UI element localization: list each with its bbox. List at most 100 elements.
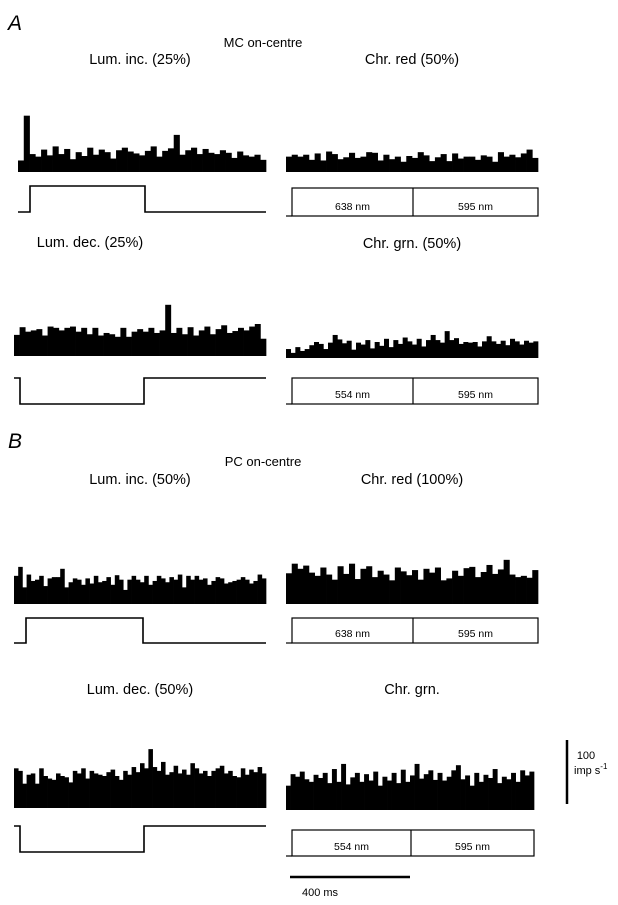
histogram-bar	[526, 149, 533, 172]
histogram-bar	[245, 579, 250, 604]
histogram-bar	[253, 580, 258, 604]
histogram-bar	[286, 156, 293, 172]
histogram-bar	[39, 575, 44, 604]
histogram-bar	[133, 153, 140, 172]
histogram-bar	[116, 150, 123, 172]
histogram-bar	[215, 768, 221, 808]
histogram-bar	[248, 156, 255, 172]
histogram-bar	[286, 573, 293, 604]
histogram-bar	[161, 761, 166, 808]
histogram-bar	[18, 160, 25, 172]
histogram-bar	[389, 580, 396, 604]
histogram-bar	[51, 577, 57, 604]
histogram-bar	[81, 327, 88, 356]
histogram-bar	[389, 159, 396, 172]
histogram-bar	[405, 781, 411, 810]
histogram-bar	[391, 772, 397, 810]
histogram-bar	[148, 584, 153, 604]
histogram-bar	[56, 577, 61, 604]
histogram-bar	[371, 152, 378, 172]
histogram-bar	[47, 778, 53, 808]
histogram-bar	[92, 327, 99, 356]
histogram-bar	[331, 154, 338, 172]
histogram-bar	[19, 327, 26, 356]
histogram-bar	[366, 566, 373, 604]
histogram-bar	[114, 575, 120, 604]
histogram-title: Lum. dec. (25%)	[37, 235, 143, 251]
histogram-bar	[346, 340, 352, 358]
histogram-bar	[304, 779, 310, 810]
histogram-bar	[444, 331, 450, 358]
histogram-bar	[354, 772, 360, 810]
histogram-bar	[144, 150, 151, 172]
histogram-bar	[30, 773, 36, 808]
histogram-bar	[152, 767, 158, 808]
histogram-bar	[314, 153, 321, 172]
histogram-bar	[465, 775, 471, 810]
histogram-bar	[154, 332, 160, 356]
histogram-bar	[245, 774, 250, 808]
stimulus-trace	[18, 185, 266, 213]
histogram-title: Lum. dec. (50%)	[87, 682, 193, 698]
histogram-bar	[291, 563, 298, 604]
histogram-bar	[326, 574, 333, 604]
histogram-bar	[314, 575, 321, 604]
histogram-bar	[337, 339, 343, 358]
histogram-bar	[360, 568, 367, 604]
histogram-bar	[511, 772, 516, 810]
histogram-bar	[167, 148, 175, 172]
histogram-bar	[469, 156, 476, 172]
histogram-bar	[131, 575, 137, 604]
histogram-bar	[22, 783, 27, 808]
histogram-bar	[249, 583, 254, 604]
histogram-bar	[257, 767, 263, 808]
histogram-bar	[393, 340, 399, 358]
histogram-bar	[52, 146, 59, 172]
histogram-bar	[326, 151, 333, 172]
histogram-bar	[119, 779, 124, 808]
histogram-bar	[387, 780, 392, 810]
histogram-bar	[505, 345, 511, 358]
histogram-bar	[228, 770, 233, 808]
histogram-bar	[221, 325, 228, 356]
histogram-bar	[249, 326, 256, 356]
histogram-bar	[226, 332, 233, 356]
histogram-bar	[68, 782, 74, 808]
histogram-bar	[432, 779, 438, 810]
histogram-bar	[337, 566, 344, 604]
histogram-bar	[182, 587, 187, 604]
histogram-bar	[253, 772, 258, 808]
histogram-bar	[162, 150, 169, 172]
histogram-bar	[30, 580, 36, 604]
histogram-title: Lum. inc. (50%)	[89, 472, 191, 488]
histogram-bar	[25, 331, 32, 356]
histogram-bar	[472, 342, 478, 358]
histogram-bar	[515, 781, 521, 810]
histogram-bar	[165, 774, 170, 808]
histogram-bar	[308, 159, 315, 172]
histogram-bar	[394, 156, 401, 172]
histogram-title: Chr. grn. (50%)	[363, 236, 461, 252]
histogram-bar	[81, 584, 86, 604]
histogram-bar	[150, 146, 157, 172]
histogram-bar	[260, 159, 267, 172]
histogram-bar	[215, 577, 221, 604]
histogram-bar	[492, 573, 499, 604]
histogram-bar	[423, 155, 430, 172]
histogram-bar	[173, 765, 179, 808]
histogram-bar	[35, 579, 40, 604]
histogram-bar	[127, 774, 132, 808]
histogram-bar	[482, 341, 488, 358]
time-scale-label: 400 ms	[302, 887, 339, 899]
histogram-bar	[232, 776, 237, 808]
histogram-bar	[144, 768, 149, 808]
histogram-bar	[135, 579, 141, 604]
histogram-bar	[30, 330, 37, 356]
histogram-bar	[148, 327, 155, 356]
histogram-bar	[446, 776, 452, 810]
histogram-bar	[182, 334, 188, 356]
histogram-bar	[388, 347, 394, 358]
histogram-bar	[211, 580, 216, 604]
histogram-bar	[337, 159, 344, 172]
